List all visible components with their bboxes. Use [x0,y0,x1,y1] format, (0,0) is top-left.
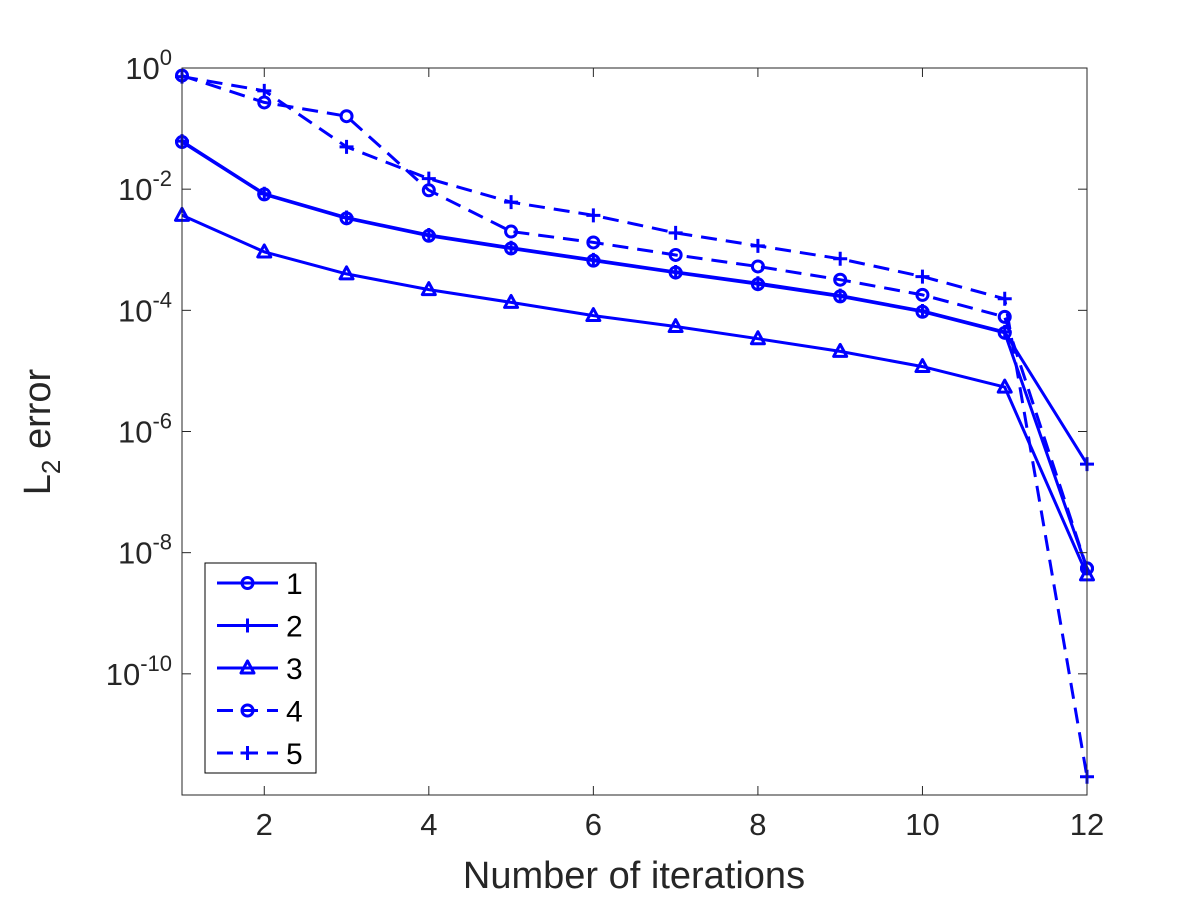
legend-marker [240,618,255,633]
series-layer [174,68,1095,784]
y-axis: 100 10-2 10-4 10-6 10-8 10-10 [106,45,1087,692]
series-2-point [586,252,601,267]
series-3-point [996,378,1013,394]
series-3-line [181,213,1089,576]
y-tick-label: 10-2 [118,166,172,207]
series-5-point [997,291,1012,306]
series-2-point [668,264,683,279]
series-3-point [503,293,520,309]
legend-label: 4 [286,696,303,729]
x-tick-label: 12 [1070,807,1104,842]
x-axis: 2 4 6 8 10 12 [256,68,1104,842]
series-3-point [667,318,684,334]
series-5-line [181,75,1089,778]
series-2-point [750,276,765,291]
legend-marker [239,659,256,675]
y-tick-label: 10-4 [118,287,172,328]
series-4-point [586,235,601,250]
series-4-point [915,287,930,302]
series-4-point [833,272,848,287]
series-3-point [832,342,849,358]
y-tick-label: 10-10 [106,651,172,692]
legend-item-1: 1 [217,568,303,601]
y-axis-title: L2 error [17,368,66,495]
series-5-point [750,238,765,253]
series-5-point [586,208,601,223]
series-2-point [257,186,272,201]
series-5-point [504,195,519,210]
x-tick-label: 6 [585,807,602,842]
legend-marker [240,746,255,760]
y-axis-title-main: L [17,474,59,495]
legend-label: 5 [286,738,303,771]
x-tick-label: 8 [749,807,766,842]
y-tick-label: 10-8 [118,530,172,571]
series-5-point [668,225,683,240]
series-4-point [668,247,683,262]
series-2-point [421,228,436,243]
series-4-point [997,309,1012,324]
series-2-point [504,240,519,255]
series-2-line [181,139,1089,465]
legend-marker [240,576,255,590]
series-3 [174,206,1095,582]
series-3-point [420,281,437,297]
series-3-point [749,330,766,346]
series-5-point [833,251,848,266]
series-5-point [421,171,436,186]
legend-label: 1 [286,568,303,601]
x-tick-label: 10 [905,807,939,842]
series-4-point [750,259,765,274]
legend-item-3: 3 [217,653,303,686]
y-tick-label: 10-6 [118,409,172,450]
x-tick-label: 2 [256,807,273,842]
series-4-line [181,74,1089,569]
series-3-point [914,358,931,374]
series-2-point [915,303,930,318]
series-5-point [339,139,354,154]
series-5-point [257,83,272,98]
svg-text:L2 error: L2 error [17,368,66,495]
series-3-point [256,243,273,259]
legend: 1 2 3 4 5 [204,562,317,774]
legend-item-2: 2 [217,611,303,644]
series-4-point [504,224,519,239]
y-tick-label: 100 [125,45,172,86]
series-5-point [915,269,930,284]
series-2-point [339,210,354,225]
series-3-point [585,307,602,323]
legend-marker [240,703,255,718]
series-3-point [338,265,355,281]
x-axis-title: Number of iterations [463,855,805,897]
legend-item-4: 4 [217,696,303,729]
y-axis-title-rest: error [17,368,59,459]
legend-item-5: 5 [217,738,303,771]
legend-label: 2 [286,611,303,644]
series-2-point [833,288,848,303]
legend-entries: 1 2 3 4 5 [217,568,303,771]
legend-label: 3 [286,653,303,686]
y-axis-title-subscript: 2 [36,460,66,474]
series-4-point [339,109,354,124]
plot-area [182,68,1087,795]
x-tick-label: 4 [420,807,437,842]
